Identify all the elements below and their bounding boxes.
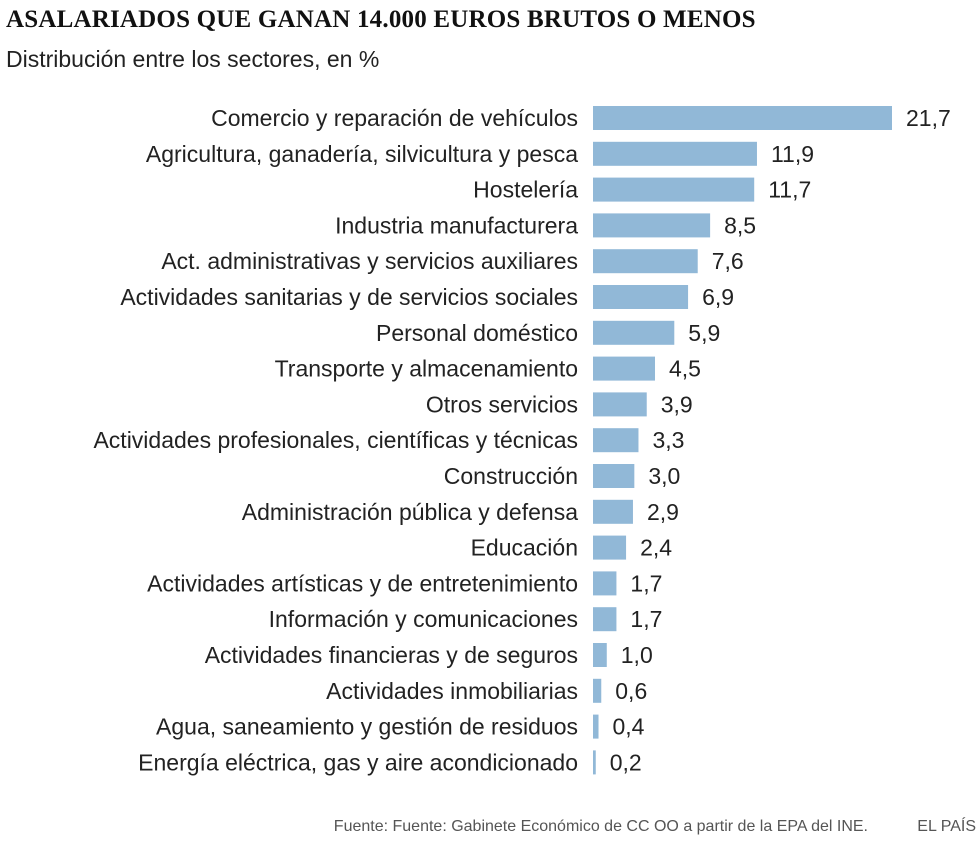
bar (593, 392, 647, 417)
category-label: Agua, saneamiento y gestión de residuos (156, 714, 578, 740)
category-label: Actividades profesionales, científicas y… (93, 427, 578, 453)
category-label: Energía eléctrica, gas y aire acondicion… (138, 749, 578, 775)
value-label: 0,2 (610, 749, 642, 775)
bar (593, 750, 596, 775)
value-label: 6,9 (702, 284, 734, 310)
value-label: 3,9 (661, 391, 693, 417)
bar (593, 249, 698, 274)
value-label: 3,3 (652, 427, 684, 453)
value-label: 4,5 (669, 356, 701, 382)
category-label: Act. administrativas y servicios auxilia… (161, 248, 578, 274)
category-label: Administración pública y defensa (242, 499, 578, 525)
bar (593, 141, 757, 166)
value-label: 1,7 (630, 570, 662, 596)
category-label: Industria manufacturera (335, 212, 578, 238)
value-label: 11,7 (768, 177, 811, 203)
value-label: 1,7 (630, 606, 662, 632)
value-label: 3,0 (648, 463, 680, 489)
category-label: Agricultura, ganadería, silvicultura y p… (146, 141, 578, 167)
bar (593, 607, 617, 632)
category-label: Información y comunicaciones (269, 606, 578, 632)
value-label: 0,4 (613, 714, 645, 740)
bar (593, 643, 607, 667)
value-label: 1,0 (621, 642, 653, 668)
bar (593, 285, 689, 309)
bar (593, 213, 711, 238)
bar (593, 571, 617, 596)
bar (593, 356, 656, 381)
bar (593, 106, 892, 130)
category-label: Comercio y reparación de vehículos (211, 105, 578, 131)
category-label: Actividades financieras y de seguros (205, 642, 578, 668)
category-label: Educación (471, 535, 578, 561)
bar (593, 320, 675, 345)
value-label: 21,7 (906, 105, 951, 131)
category-label: Actividades artísticas y de entretenimie… (147, 570, 578, 596)
chart-subtitle: Distribución entre los sectores, en % (6, 46, 380, 72)
bar (593, 678, 602, 703)
category-label: Otros servicios (426, 391, 578, 417)
chart-title: ASALARIADOS QUE GANAN 14.000 EUROS BRUTO… (6, 6, 756, 33)
category-label: Actividades inmobiliarias (326, 678, 578, 704)
source-note: Fuente: Fuente: Gabinete Económico de CC… (333, 818, 868, 835)
bar (593, 714, 599, 739)
value-label: 2,4 (640, 535, 672, 561)
category-label: Actividades sanitarias y de servicios so… (120, 284, 578, 310)
value-label: 0,6 (615, 678, 647, 704)
value-label: 5,9 (688, 320, 720, 346)
brand-logo-text: EL PAÍS (917, 818, 976, 835)
value-label: 8,5 (724, 212, 756, 238)
bar (593, 499, 633, 524)
category-label: Construcción (444, 463, 578, 489)
bar (593, 535, 627, 560)
footer: Fuente: Fuente: Gabinete Económico de CC… (0, 818, 980, 842)
value-label: 7,6 (712, 248, 744, 274)
bar (593, 464, 635, 488)
bar (593, 428, 639, 453)
value-label: 2,9 (647, 499, 679, 525)
bar (593, 177, 755, 202)
value-label: 11,9 (771, 141, 814, 167)
bar-chart: Comercio y reparación de vehículos 21,7 Ag… (93, 105, 951, 775)
category-label: Personal doméstico (376, 320, 578, 346)
category-label: Transporte y almacenamiento (275, 356, 578, 382)
category-label: Hostelería (473, 177, 578, 203)
